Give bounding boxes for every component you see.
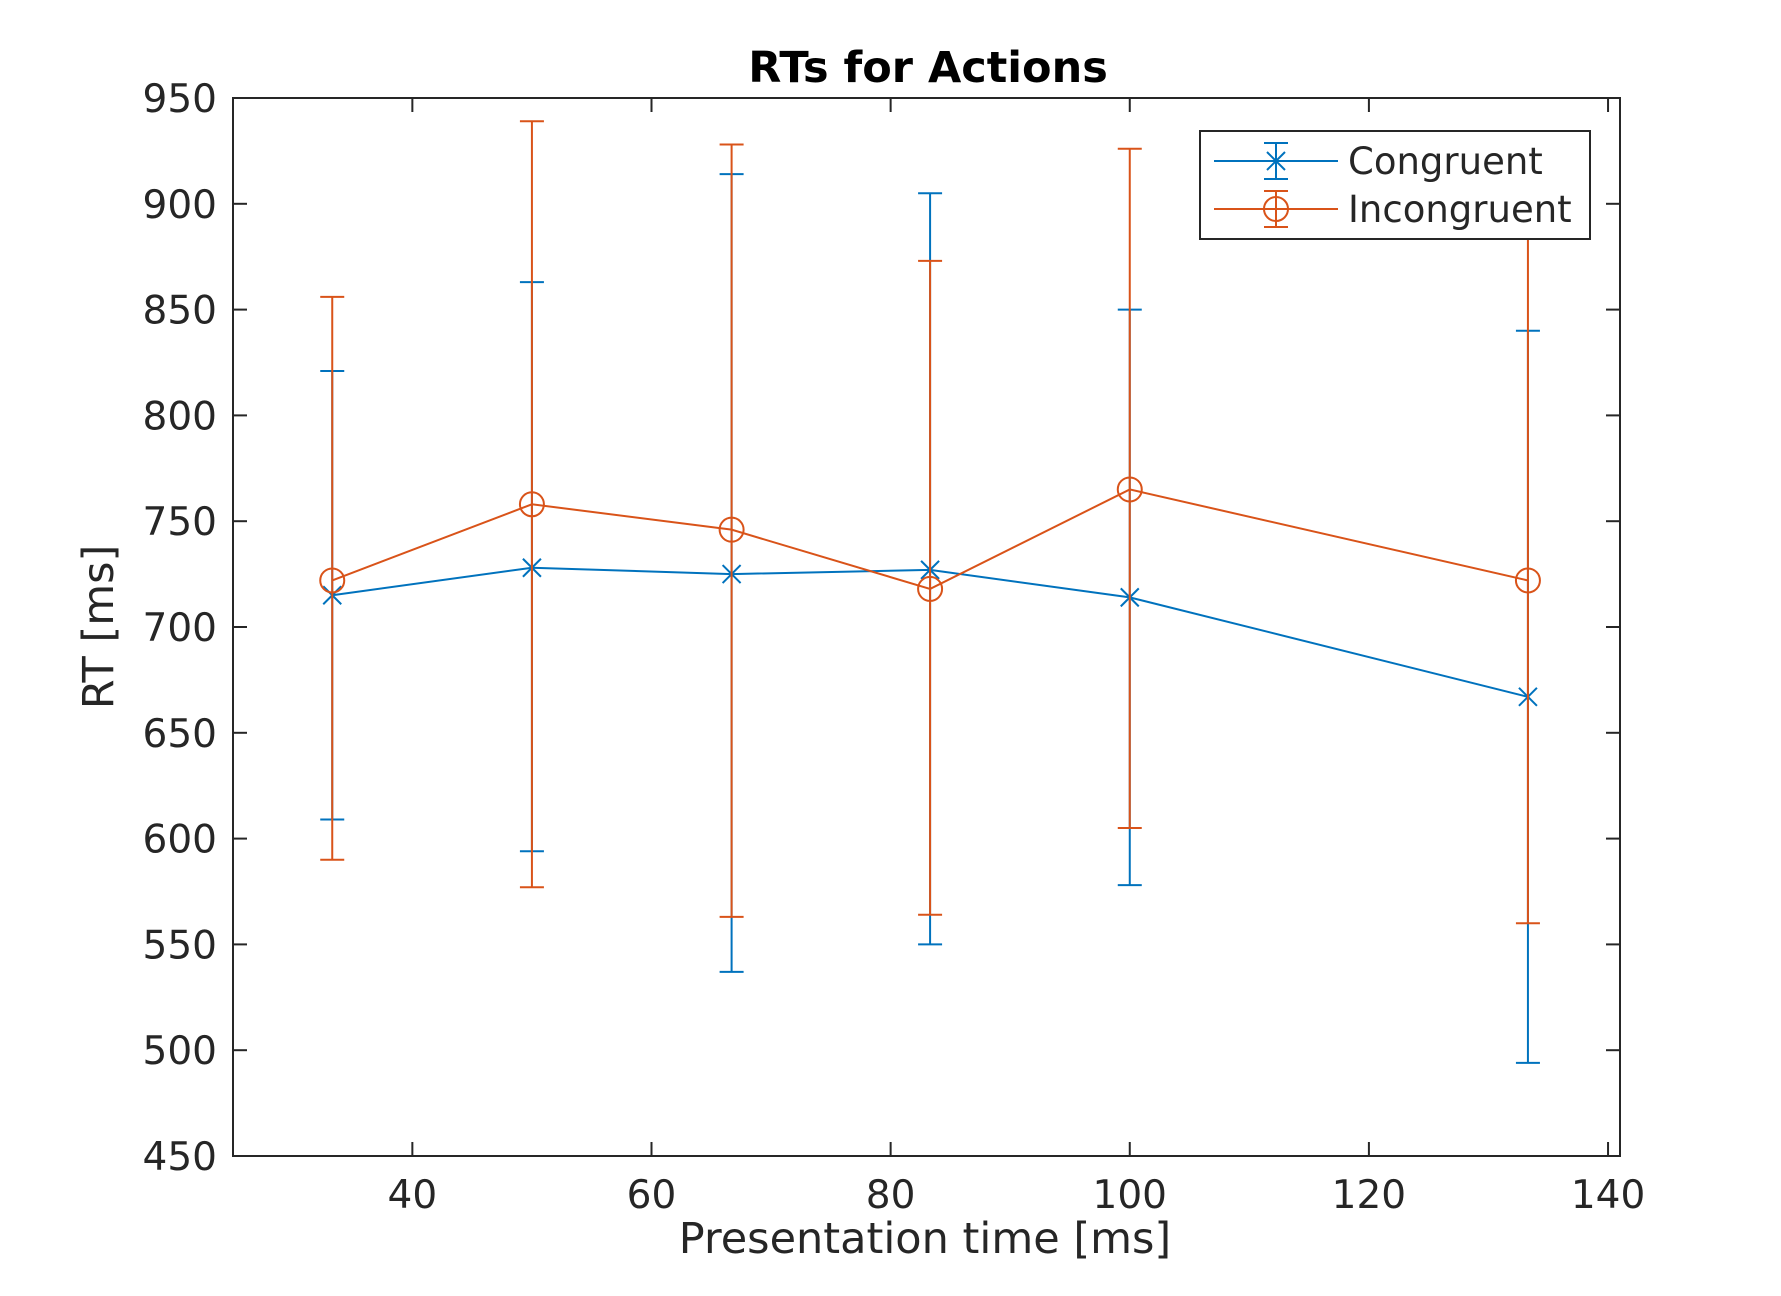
circle-marker: [718, 516, 745, 543]
y-tick-label: 500: [143, 1029, 217, 1074]
series-line: [332, 566, 1529, 698]
y-tick-label: 900: [143, 183, 217, 228]
error-bar: [320, 295, 345, 861]
y-tick-label: 550: [143, 923, 217, 968]
axes-box: [232, 97, 1621, 1157]
y-tick-label: 950: [143, 77, 217, 122]
circle-marker: [917, 575, 944, 602]
legend-box: [1199, 130, 1591, 240]
y-tick-label: 700: [143, 606, 217, 651]
legend: Congruent Incongruent: [1199, 130, 1591, 240]
circle-marker: [319, 567, 346, 594]
legend-item-congruent: Congruent: [1214, 140, 1543, 183]
x-tick-label: 120: [1332, 1173, 1406, 1218]
x-tick-label: 60: [627, 1173, 677, 1218]
x-tick-label: 80: [866, 1173, 916, 1218]
chart-title: RTs for Actions: [748, 43, 1108, 93]
y-tick-label: 800: [143, 394, 217, 439]
legend-label: Congruent: [1348, 140, 1543, 183]
circle-marker: [518, 491, 545, 518]
error-bar: [719, 143, 744, 918]
y-tick-label: 750: [143, 500, 217, 545]
y-axis-label: RT [ms]: [74, 545, 124, 710]
error-bar: [1117, 147, 1142, 830]
x-tick-label: 40: [388, 1173, 438, 1218]
x-marker: [1266, 151, 1286, 171]
x-tick-label: 100: [1093, 1173, 1167, 1218]
circle-marker: [1514, 567, 1541, 594]
legend-label: Incongruent: [1348, 188, 1572, 231]
y-tick-label: 600: [143, 818, 217, 863]
x-tick-label: 140: [1571, 1173, 1645, 1218]
x-axis-label: Presentation time [ms]: [679, 1214, 1171, 1264]
legend-item-incongruent: Incongruent: [1214, 188, 1572, 231]
y-tick-label: 450: [143, 1135, 217, 1180]
x-axis-ticks: 40 60 80 100 120 140: [388, 98, 1645, 1218]
plot-area: [319, 120, 1541, 1064]
circle-marker: [1116, 476, 1143, 503]
y-axis-ticks: 450 500 550 600 650 700 750 800 850 900 950: [143, 77, 1620, 1180]
series-incongruent: [319, 120, 1541, 925]
circle-marker: [1263, 196, 1289, 222]
y-tick-label: 650: [143, 712, 217, 757]
series-line: [331, 488, 1529, 590]
axes-frame: [232, 97, 1621, 1157]
y-tick-label: 850: [143, 289, 217, 334]
